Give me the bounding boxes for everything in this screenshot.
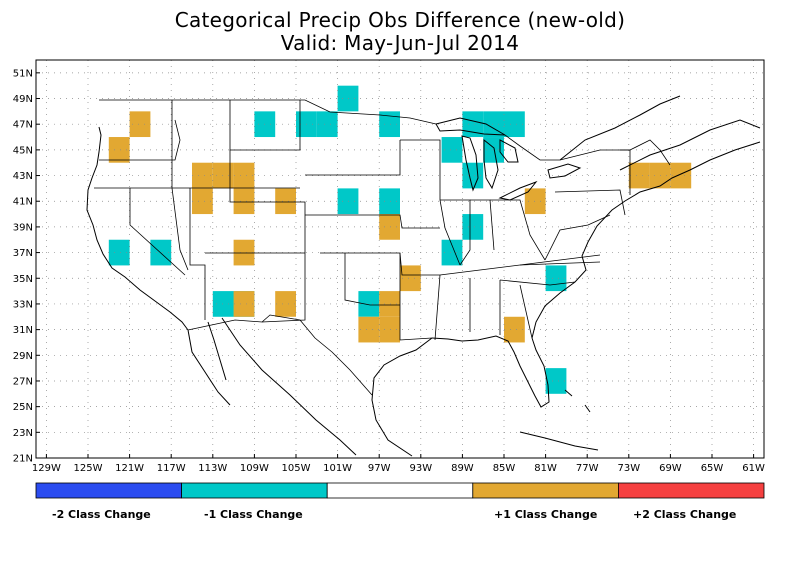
legend-label-plus1: +1 Class Change xyxy=(494,508,598,521)
difference-cells xyxy=(108,85,692,394)
cell-minus1 xyxy=(358,291,380,317)
lat-label: 43N xyxy=(13,171,33,182)
lat-label: 27N xyxy=(13,376,33,387)
lat-label: 47N xyxy=(13,120,33,131)
legend-label-minus1: -1 Class Change xyxy=(204,508,303,521)
cell-minus1 xyxy=(441,137,463,163)
cell-plus1 xyxy=(275,291,296,317)
lat-label: 33N xyxy=(13,299,33,310)
longitude-labels: 129W 125W 121W 117W 113W 109W 105W 101W 97W 93W 89… xyxy=(32,454,765,474)
lon-label: 61W xyxy=(742,463,765,474)
cell-minus1 xyxy=(483,111,504,138)
cell-plus1 xyxy=(108,137,130,163)
legend-label-plus2: +2 Class Change xyxy=(633,508,737,521)
lat-label: 41N xyxy=(13,197,33,208)
cell-plus1 xyxy=(233,162,255,189)
color-legend-bar xyxy=(35,482,765,499)
map-frame xyxy=(35,59,765,459)
lat-label: 35N xyxy=(13,274,33,285)
lat-label: 23N xyxy=(13,428,33,439)
lon-label: 101W xyxy=(323,463,352,474)
cell-plus1 xyxy=(129,111,151,138)
lat-label: 49N xyxy=(13,94,33,105)
lat-label: 37N xyxy=(13,248,33,259)
lat-label: 45N xyxy=(13,145,33,156)
lat-label: 25N xyxy=(13,402,33,413)
lon-label: 65W xyxy=(701,463,724,474)
cell-minus1 xyxy=(545,265,567,292)
lon-label: 105W xyxy=(282,463,311,474)
cell-plus1 xyxy=(192,188,213,215)
cell-plus1 xyxy=(233,239,255,266)
cell-plus1 xyxy=(628,162,650,189)
cell-plus1 xyxy=(358,316,380,343)
lon-label: 73W xyxy=(617,463,640,474)
cell-plus1 xyxy=(379,291,400,317)
cell-minus1 xyxy=(504,111,525,138)
state-borders xyxy=(94,99,671,396)
lon-label: 81W xyxy=(534,463,557,474)
cell-minus1 xyxy=(462,111,484,138)
lon-label: 85W xyxy=(493,463,516,474)
coastline-and-borders xyxy=(86,95,761,457)
lat-label: 21N xyxy=(13,454,33,465)
legend-swatch-zero xyxy=(326,482,474,499)
cell-minus1 xyxy=(316,111,338,138)
lon-label: 93W xyxy=(409,463,432,474)
legend-swatch-minus2 xyxy=(35,482,183,499)
cell-minus1 xyxy=(212,291,234,317)
legend-swatch-plus1 xyxy=(472,482,619,499)
lon-label: 117W xyxy=(157,463,186,474)
map-subtitle: Valid: May-Jun-Jul 2014 xyxy=(280,31,520,55)
cell-minus1 xyxy=(108,239,130,266)
cell-plus1 xyxy=(379,214,400,240)
lat-lon-gridlines xyxy=(36,60,764,459)
cell-plus1 xyxy=(233,291,255,317)
lon-label: 77W xyxy=(576,463,599,474)
cell-plus1 xyxy=(400,265,421,292)
cell-plus1 xyxy=(504,316,525,343)
lat-label: 39N xyxy=(13,222,33,233)
lon-label: 97W xyxy=(368,463,391,474)
cell-minus1 xyxy=(545,368,567,394)
lon-label: 125W xyxy=(74,463,103,474)
cell-minus1 xyxy=(462,214,484,240)
cell-plus1 xyxy=(524,188,546,215)
cell-plus1 xyxy=(379,316,400,343)
lon-label: 109W xyxy=(240,463,269,474)
latitude-labels: 51N 49N 47N 45N 43N 41N 39N 37N 35N 33N 31N 29N 27N 2… xyxy=(13,68,40,465)
map-title: Categorical Precip Obs Difference (new-o… xyxy=(174,8,626,32)
lon-label: 89W xyxy=(451,463,474,474)
cell-plus1 xyxy=(275,188,296,215)
cell-plus1 xyxy=(233,188,255,215)
cell-plus1 xyxy=(212,162,234,189)
lat-label: 31N xyxy=(13,325,33,336)
lon-label: 69W xyxy=(659,463,682,474)
lon-label: 113W xyxy=(198,463,227,474)
cell-minus1 xyxy=(379,111,400,138)
cell-minus1 xyxy=(379,188,400,215)
legend-swatch-minus1 xyxy=(181,482,328,499)
legend-label-minus2: -2 Class Change xyxy=(52,508,151,521)
lat-label: 29N xyxy=(13,351,33,362)
lon-label: 121W xyxy=(115,463,144,474)
cell-plus1 xyxy=(670,162,692,189)
cell-plus1 xyxy=(192,162,213,189)
lat-label: 51N xyxy=(13,68,33,79)
legend-swatch-plus2 xyxy=(618,482,765,499)
lon-label: 129W xyxy=(32,463,61,474)
